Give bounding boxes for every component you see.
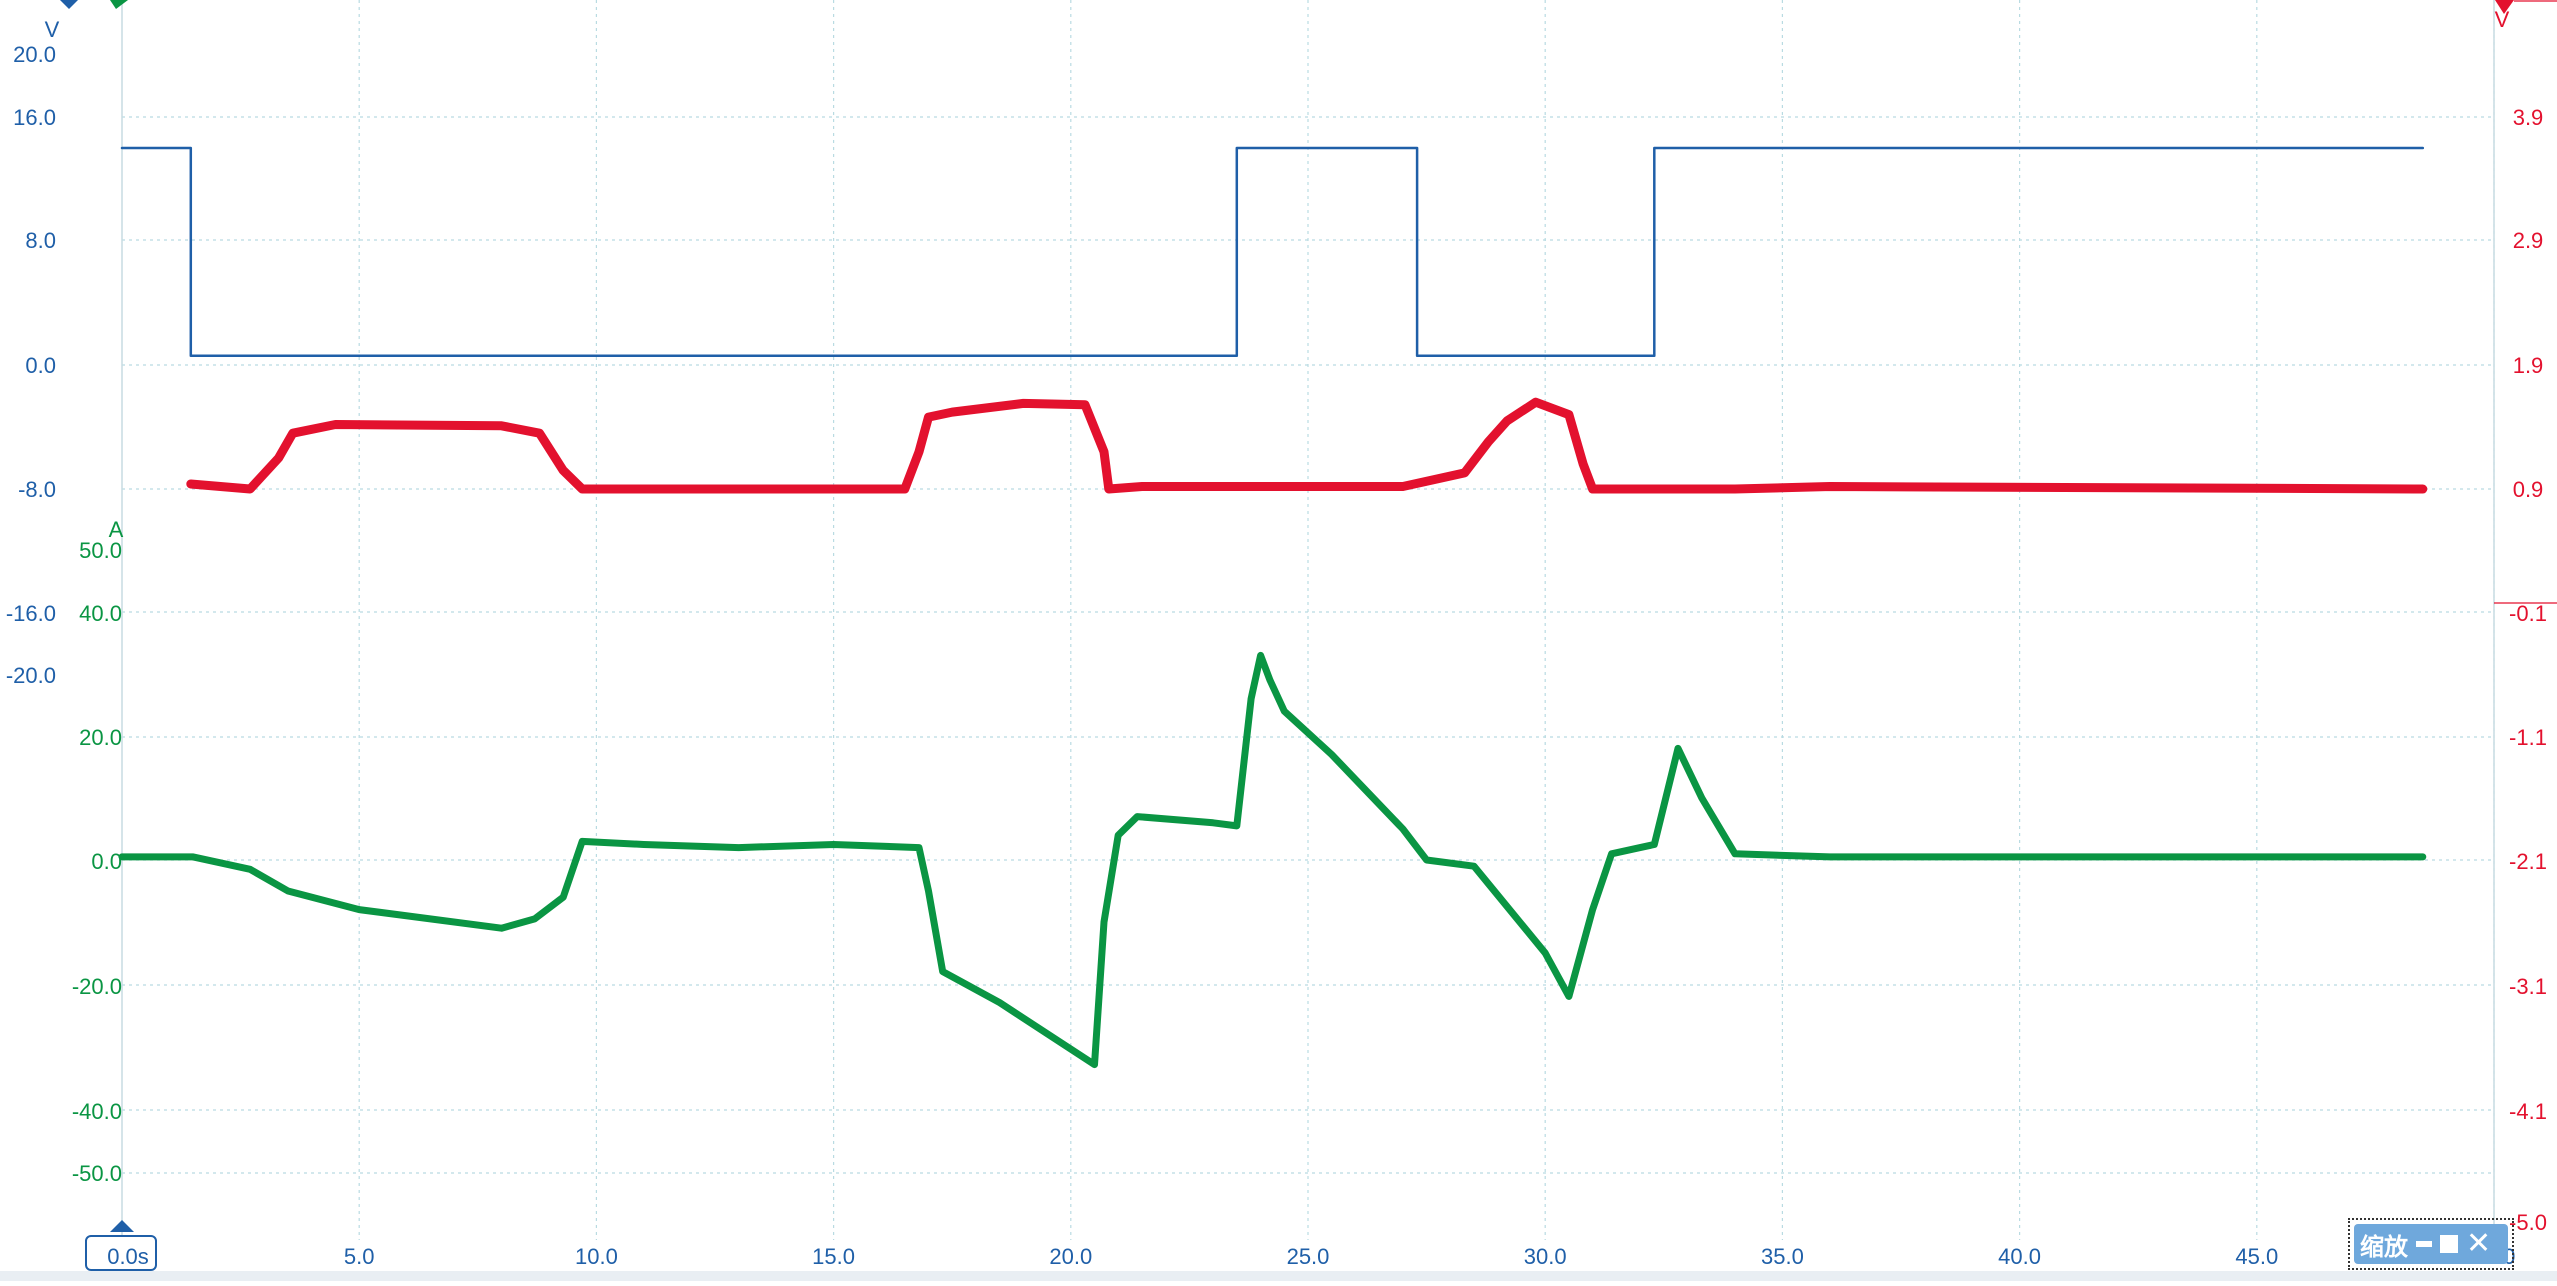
- green-tick-label-5: -40.0: [72, 1099, 122, 1124]
- zoom-label: 缩放: [2360, 1227, 2408, 1262]
- tick-labels: VAV20.016.08.00.0-8.0-16.0-20.050.040.02…: [6, 7, 2547, 1269]
- red-series-line: [191, 402, 2423, 489]
- blue-axis-unit-label: V: [45, 17, 60, 42]
- green-tick-label-2: 20.0: [79, 725, 122, 750]
- red-tick-label-1: 2.9: [2513, 228, 2544, 253]
- zoom-out-icon[interactable]: [2416, 1241, 2432, 1247]
- zoom-control[interactable]: 缩放 ✕: [2348, 1218, 2514, 1270]
- red-axis-unit-label: V: [2495, 7, 2510, 32]
- red-tick-label-9: -5.0: [2509, 1210, 2547, 1235]
- grid: [122, 0, 2494, 1240]
- x-tick-label-1: 5.0: [344, 1244, 375, 1269]
- red-tick-label-3: 0.9: [2513, 477, 2544, 502]
- time-cursor-icon[interactable]: [110, 1220, 134, 1232]
- series-layer: [122, 148, 2423, 1065]
- red-tick-label-7: -3.1: [2509, 974, 2547, 999]
- red-tick-label-5: -1.1: [2509, 725, 2547, 750]
- x-tick-label-4: 20.0: [1049, 1244, 1092, 1269]
- red-tick-label-2: 1.9: [2513, 353, 2544, 378]
- blue-tick-label-3: 0.0: [25, 353, 56, 378]
- blue-series-line: [122, 148, 2423, 356]
- red-tick-label-4: -0.1: [2509, 601, 2547, 626]
- blue-tick-label-1: 16.0: [13, 105, 56, 130]
- blue-tick-label-6: -20.0: [6, 663, 56, 688]
- x-tick-label-9: 45.0: [2235, 1244, 2278, 1269]
- zoom-fit-icon[interactable]: [2440, 1235, 2458, 1253]
- blue-tick-label-4: -8.0: [18, 477, 56, 502]
- zoom-control-body[interactable]: 缩放 ✕: [2354, 1224, 2508, 1264]
- green-tick-label-6: -50.0: [72, 1161, 122, 1186]
- close-icon[interactable]: ✕: [2466, 1229, 2491, 1259]
- x-tick-label-6: 30.0: [1524, 1244, 1567, 1269]
- green-tick-label-4: -20.0: [72, 974, 122, 999]
- green-tick-label-1: 40.0: [79, 601, 122, 626]
- bottom-strip: [0, 1271, 2557, 1281]
- green-tick-label-0: 50.0: [79, 538, 122, 563]
- blue-tick-label-0: 20.0: [13, 42, 56, 67]
- x-tick-label-7: 35.0: [1761, 1244, 1804, 1269]
- red-tick-label-0: 3.9: [2513, 105, 2544, 130]
- x-tick-label-2: 10.0: [575, 1244, 618, 1269]
- blue-channel-marker-icon[interactable]: [60, 0, 78, 9]
- green-channel-marker-icon[interactable]: [110, 0, 128, 9]
- x-tick-label-5: 25.0: [1287, 1244, 1330, 1269]
- blue-tick-label-5: -16.0: [6, 601, 56, 626]
- green-tick-label-3: 0.0: [91, 849, 122, 874]
- x-tick-label-8: 40.0: [1998, 1244, 2041, 1269]
- red-tick-label-6: -2.1: [2509, 849, 2547, 874]
- red-tick-label-8: -4.1: [2509, 1099, 2547, 1124]
- blue-tick-label-2: 8.0: [25, 228, 56, 253]
- x-tick-label-3: 15.0: [812, 1244, 855, 1269]
- time-cursor-label: 0.0s: [107, 1244, 149, 1269]
